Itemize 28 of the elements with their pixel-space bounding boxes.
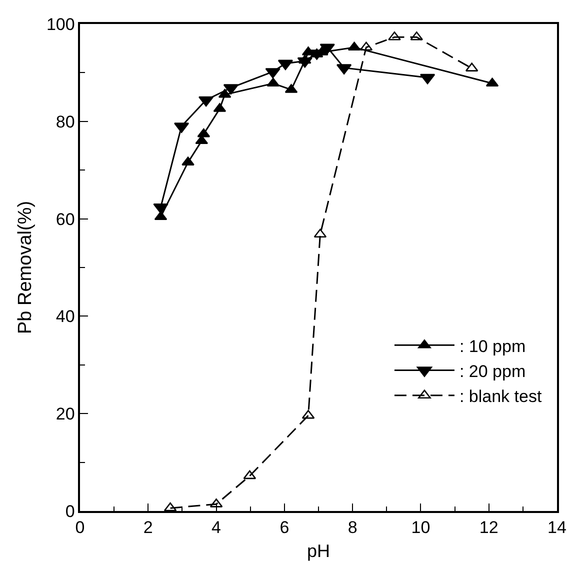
- y-tick-label: 20: [56, 404, 75, 424]
- point: [243, 470, 256, 480]
- point: [302, 410, 315, 419]
- point: [314, 228, 327, 238]
- x-tick-label: 10: [411, 518, 430, 538]
- y-tick-label: 80: [56, 112, 75, 132]
- point: [266, 78, 280, 87]
- x-tick-label: 6: [280, 518, 290, 538]
- legend-label: : blank test: [459, 386, 542, 406]
- y-axis-title: Pb Removal(%): [14, 200, 36, 334]
- y-tick-label: 100: [46, 14, 75, 34]
- point: [486, 78, 499, 87]
- point: [195, 135, 208, 144]
- x-tick-label: 2: [143, 518, 153, 538]
- y-tick-label: 60: [56, 210, 75, 229]
- point: [218, 88, 232, 98]
- x-tick-label: 12: [479, 518, 498, 538]
- legend-label: : 10 ppm: [459, 336, 526, 356]
- x-tick-label: 14: [548, 518, 566, 538]
- y-tick-label: 0: [65, 502, 75, 521]
- x-tick-label: 8: [348, 518, 358, 538]
- point: [360, 42, 373, 51]
- x-tick-label: 4: [212, 518, 222, 538]
- legend-label: : 20 ppm: [459, 362, 526, 381]
- y-tick-label: 40: [56, 307, 75, 326]
- x-axis-title: pH: [306, 540, 330, 561]
- point: [197, 128, 210, 138]
- point: [348, 42, 361, 51]
